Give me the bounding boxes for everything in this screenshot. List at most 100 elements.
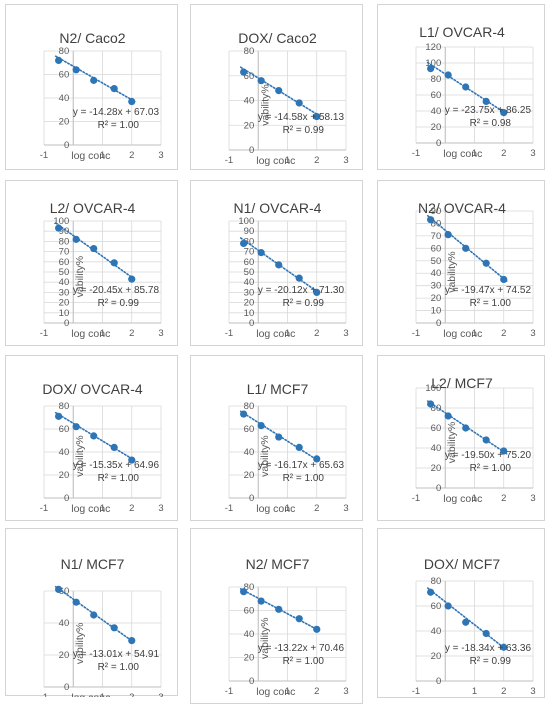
x-tick-label: -1 (40, 503, 48, 514)
x-tick-label: 1 (100, 150, 105, 161)
data-point (462, 424, 470, 432)
chart-panel: L1/ OVCAR-4 0 20 40 60 80 100 120 -1 1 2 3 log conc y… (377, 4, 545, 170)
y-tick-label: 60 (244, 424, 255, 435)
y-tick-label: 40 (244, 447, 255, 458)
y-tick-label: 60 (59, 257, 70, 268)
y-tick-label: 20 (244, 470, 255, 481)
chart-svg: DOX/ Caco2 0 20 40 60 80 -1 1 2 3 log conc vability… (225, 30, 349, 167)
trendline-equation: y = -13.01x + 54.91 (73, 649, 160, 660)
chart-title: L2/ OVCAR-4 (50, 200, 136, 216)
x-tick-label: 1 (100, 692, 105, 697)
data-point (72, 423, 80, 431)
data-point (90, 432, 98, 440)
y-tick-label: 80 (59, 401, 70, 412)
data-point (257, 597, 265, 605)
y-axis-label: vability% (446, 422, 458, 463)
chart-title: N1/ MCF7 (61, 556, 125, 572)
trendline-equation: y = -15.35x + 64.96 (73, 460, 160, 471)
chart-panel: N2/ OVCAR-4 0 10 20 30 40 50 60 70 80 90 -1 1 2 3 log c… (377, 180, 545, 346)
r-squared-label: R² = 1.00 (98, 473, 140, 484)
data-point (482, 97, 490, 105)
y-tick-label: 90 (59, 226, 70, 237)
r-squared-label: R² = 1.00 (98, 662, 140, 673)
data-point (444, 231, 452, 239)
data-point (500, 109, 508, 117)
x-tick-label: -1 (225, 503, 233, 514)
y-tick-label: 40 (431, 106, 442, 117)
data-point (257, 421, 265, 430)
x-tick-label: 1 (472, 686, 477, 697)
y-tick-label: 20 (431, 463, 442, 474)
y-tick-label: 60 (59, 586, 70, 597)
data-point (275, 433, 283, 441)
y-tick-label: 0 (249, 145, 254, 156)
y-tick-label: 20 (59, 470, 70, 481)
r-squared-label: R² = 0.99 (283, 125, 325, 136)
y-tick-label: 10 (59, 308, 70, 319)
x-tick-label: 1 (472, 328, 477, 339)
data-point (313, 455, 321, 463)
x-axis-label: log conc (256, 155, 295, 167)
y-tick-label: 50 (244, 267, 255, 278)
y-tick-label: 40 (244, 96, 255, 107)
y-tick-label: 70 (431, 231, 442, 242)
data-point (482, 629, 490, 638)
x-tick-label: 1 (285, 328, 290, 339)
y-tick-label: 30 (431, 281, 442, 292)
x-tick-label: -1 (412, 328, 420, 339)
chart-title: N2/ Caco2 (59, 30, 125, 46)
y-tick-label: 100 (53, 216, 69, 227)
data-point (482, 436, 490, 444)
x-tick-label: -1 (412, 148, 420, 159)
y-tick-label: 60 (431, 601, 442, 612)
x-tick-label: 2 (314, 503, 319, 514)
y-tick-label: 0 (64, 682, 69, 693)
y-tick-label: 120 (425, 42, 441, 53)
y-tick-label: 60 (431, 90, 442, 101)
data-point (110, 624, 118, 632)
r-squared-label: R² = 0.99 (98, 298, 140, 309)
data-point (110, 85, 118, 93)
chart-panel: DOX/ Caco2 0 20 40 60 80 -1 1 2 3 log conc vability… (190, 4, 363, 170)
chart-panel: DOX/ OVCAR-4 0 20 40 60 80 -1 1 2 3 log conc vabili… (5, 355, 178, 521)
data-point (90, 76, 98, 84)
chart-title: DOX/ MCF7 (424, 556, 500, 572)
y-tick-label: 30 (244, 287, 255, 298)
y-tick-label: 0 (249, 318, 254, 329)
data-point (482, 259, 490, 267)
y-tick-label: 50 (59, 267, 70, 278)
y-axis-label: vability% (259, 435, 271, 476)
trendline-equation: y = -19.47x + 74.52 (445, 285, 532, 296)
y-tick-label: 0 (64, 493, 69, 504)
x-tick-label: -1 (225, 155, 233, 166)
data-point (90, 611, 98, 619)
data-point (313, 112, 321, 121)
x-tick-label: 2 (501, 493, 506, 504)
y-tick-label: 0 (64, 318, 69, 329)
data-point (295, 615, 303, 623)
trendline-equation: y = -14.28x + 67.03 (73, 107, 160, 118)
y-tick-label: 80 (244, 46, 255, 57)
y-tick-label: 20 (431, 651, 442, 662)
x-tick-label: 2 (501, 328, 506, 339)
chart-panel: L2/ OVCAR-4 0 10 20 30 40 50 60 70 80 90 100 -1 1 2 3 lo… (5, 180, 178, 346)
x-tick-label: -1 (40, 150, 48, 161)
y-tick-label: 40 (244, 629, 255, 640)
y-axis-label: vability% (259, 618, 271, 659)
x-tick-label: 2 (314, 686, 319, 697)
chart-title: L1/ MCF7 (247, 381, 309, 397)
data-point (275, 261, 283, 269)
r-squared-label: R² = 0.99 (470, 656, 512, 667)
chart-panel: N2/ MCF7 0 20 40 60 80 -1 1 2 3 log conc vability% y… (190, 528, 363, 704)
data-point (55, 56, 63, 64)
r-squared-label: R² = 1.00 (470, 463, 512, 474)
r-squared-label: R² = 0.98 (470, 118, 512, 129)
y-axis-label: vability% (74, 256, 86, 297)
y-tick-label: 40 (244, 277, 255, 288)
y-tick-label: 80 (431, 218, 442, 229)
data-point (55, 585, 63, 593)
x-tick-label: 2 (129, 503, 134, 514)
trendline-equation: y = -14.58x + 58.13 (258, 112, 345, 123)
